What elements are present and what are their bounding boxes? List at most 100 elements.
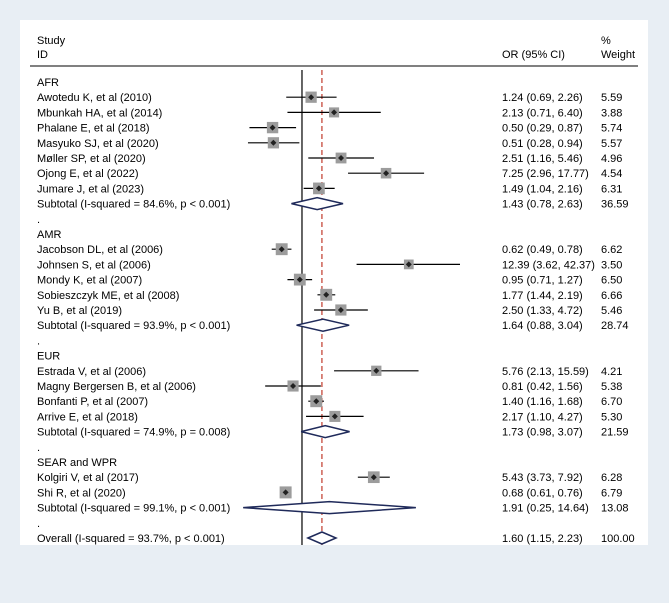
forest-plot-svg: Study ID OR (95% CI) % Weight AFR Awotedu…: [30, 35, 638, 585]
study-weight: 5.57: [601, 138, 622, 150]
subtotal-diamond: [296, 318, 350, 332]
study-point-estimate: [331, 413, 338, 420]
study-name: Awotedu K, et al (2010): [37, 92, 152, 104]
study-point-estimate: [315, 185, 322, 192]
study-point-estimate: [282, 489, 289, 496]
study-weight: 6.79: [601, 487, 622, 499]
study-name: Møller SP, et al (2020): [37, 153, 146, 165]
study-point-estimate: [338, 155, 345, 161]
header-id: ID: [37, 49, 48, 61]
study-point-estimate: [278, 246, 285, 253]
study-name: Phalane E, et al (2018): [37, 123, 150, 135]
study-weight: 4.21: [601, 366, 622, 378]
study-name: Mondy K, et al (2007): [37, 275, 142, 287]
study-name: Magny Bergersen B, et al (2006): [37, 381, 196, 393]
subtotal-or-ci: 1.91 (0.25, 14.64): [502, 503, 589, 515]
study-name: Sobieszczyk ME, et al (2008): [37, 290, 179, 302]
study-weight: 6.28: [601, 472, 622, 484]
study-weight: 5.74: [601, 123, 622, 135]
study-name: Shi R, et al (2020): [37, 487, 126, 499]
study-or-ci: 5.43 (3.73, 7.92): [502, 472, 583, 484]
study-point-estimate: [296, 276, 303, 283]
header-weight: Weight: [601, 49, 635, 61]
subtotal-label: Subtotal (I-squared = 93.9%, p < 0.001): [37, 320, 230, 332]
study-point-estimate: [373, 367, 380, 374]
study-weight: 3.88: [601, 107, 622, 119]
study-weight: 4.96: [601, 153, 622, 165]
study-weight: 6.31: [601, 183, 622, 195]
forest-plot-panel: Study ID OR (95% CI) % Weight AFR Awotedu…: [20, 20, 648, 585]
study-name: Kolgiri V, et al (2017): [37, 472, 139, 484]
header-percent: %: [601, 35, 611, 47]
study-weight: 5.30: [601, 411, 622, 423]
study-name: Masyuko SJ, et al (2020): [37, 138, 159, 150]
study-name: Estrada V, et al (2006): [37, 366, 146, 378]
study-point-estimate: [370, 474, 377, 481]
study-weight: 5.59: [601, 92, 622, 104]
study-name: Arrive E, et al (2018): [37, 411, 138, 423]
study-weight: 5.38: [601, 381, 622, 393]
study-or-ci: 1.49 (1.04, 2.16): [502, 183, 583, 195]
study-or-ci: 7.25 (2.96, 17.77): [502, 168, 589, 180]
study-or-ci: 2.50 (1.33, 4.72): [502, 305, 583, 317]
subtotal-diamond: [300, 424, 350, 439]
group-label: AMR: [37, 229, 62, 241]
study-weight: 6.62: [601, 244, 622, 256]
overall-diamond: [306, 531, 338, 545]
study-or-ci: 0.51 (0.28, 0.94): [502, 138, 583, 150]
study-weight: 6.50: [601, 275, 622, 287]
study-or-ci: 0.81 (0.42, 1.56): [502, 381, 583, 393]
study-or-ci: 2.17 (1.10, 4.27): [502, 411, 583, 423]
study-or-ci: 0.62 (0.49, 0.78): [502, 244, 583, 256]
study-point-estimate: [308, 94, 315, 101]
study-weight: 5.46: [601, 305, 622, 317]
study-point-estimate: [383, 170, 390, 177]
subtotal-weight: 21.59: [601, 427, 629, 439]
study-point-estimate: [313, 398, 320, 405]
study-point-estimate: [269, 124, 276, 131]
study-point-estimate: [337, 307, 344, 313]
group-label: EUR: [37, 351, 60, 363]
subtotal-label: Subtotal (I-squared = 74.9%, p = 0.008): [37, 427, 230, 439]
study-name: Jumare J, et al (2023): [37, 183, 144, 195]
subtotal-weight: 13.08: [601, 503, 629, 515]
header-or-ci: OR (95% CI): [502, 49, 565, 61]
subtotal-weight: 36.59: [601, 199, 629, 211]
study-or-ci: 0.50 (0.29, 0.87): [502, 123, 583, 135]
group-label: SEAR and WPR: [37, 457, 117, 469]
subtotal-or-ci: 1.64 (0.88, 3.04): [502, 320, 583, 332]
study-or-ci: 5.76 (2.13, 15.59): [502, 366, 589, 378]
overall-weight: 100.00: [601, 533, 635, 545]
study-or-ci: 0.95 (0.71, 1.27): [502, 275, 583, 287]
subtotal-diamond: [291, 196, 344, 211]
study-point-estimate: [270, 139, 277, 146]
study-name: Ojong E, et al (2022): [37, 168, 139, 180]
study-or-ci: 1.24 (0.69, 2.26): [502, 92, 583, 104]
study-or-ci: 1.77 (1.44, 2.19): [502, 290, 583, 302]
header-study: Study: [37, 35, 66, 47]
subtotal-weight: 28.74: [601, 320, 629, 332]
study-or-ci: 12.39 (3.62, 42.37): [502, 259, 595, 271]
group-spacer-dot: .: [37, 214, 40, 226]
group-spacer-dot: .: [37, 335, 40, 347]
study-point-estimate: [323, 291, 330, 298]
study-weight: 6.70: [601, 396, 622, 408]
study-or-ci: 2.13 (0.71, 6.40): [502, 107, 583, 119]
subtotal-label: Subtotal (I-squared = 99.1%, p < 0.001): [37, 503, 230, 515]
study-weight: 4.54: [601, 168, 622, 180]
study-name: Mbunkah HA, et al (2014): [37, 107, 162, 119]
study-weight: 3.50: [601, 259, 622, 271]
overall-label: Overall (I-squared = 93.7%, p < 0.001): [37, 533, 225, 545]
study-point-estimate: [290, 383, 297, 389]
study-name: Jacobson DL, et al (2006): [37, 244, 163, 256]
study-point-estimate: [405, 261, 412, 268]
study-point-estimate: [331, 109, 338, 116]
subtotal-label: Subtotal (I-squared = 84.6%, p < 0.001): [37, 199, 230, 211]
study-name: Johnsen S, et al (2006): [37, 259, 151, 271]
group-label: AFR: [37, 77, 59, 89]
subtotal-diamond: [243, 500, 416, 515]
study-weight: 6.66: [601, 290, 622, 302]
group-spacer-dot: .: [37, 518, 40, 530]
study-or-ci: 2.51 (1.16, 5.46): [502, 153, 583, 165]
group-spacer-dot: .: [37, 442, 40, 454]
